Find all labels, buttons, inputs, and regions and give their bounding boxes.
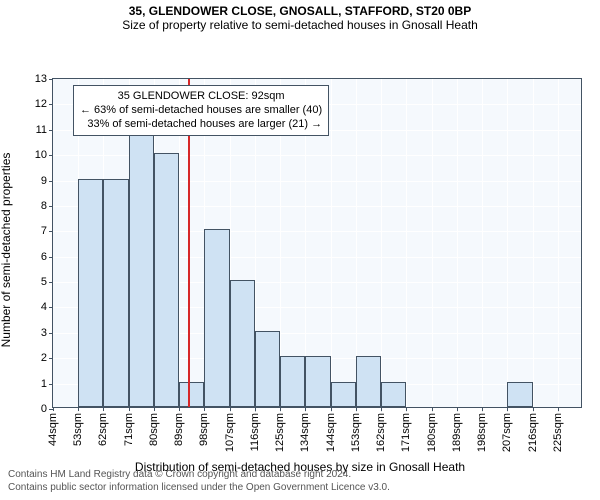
footer-line2: Contains public sector information licen… xyxy=(8,481,390,494)
info-line: 33% of semi-detached houses are larger (… xyxy=(80,118,322,132)
x-tick: 107sqm xyxy=(224,407,236,452)
x-tick: 80sqm xyxy=(148,407,160,446)
gridline-v xyxy=(381,79,382,407)
histogram-bar xyxy=(154,153,179,407)
y-tick: 1 xyxy=(41,378,53,390)
histogram-bar xyxy=(381,382,406,407)
x-tick: 189sqm xyxy=(451,407,463,452)
gridline-v xyxy=(482,79,483,407)
x-tick: 116sqm xyxy=(249,407,261,451)
x-tick: 225sqm xyxy=(552,407,564,452)
y-tick: 9 xyxy=(41,175,53,187)
histogram-bar xyxy=(305,356,330,407)
info-line: 35 GLENDOWER CLOSE: 92sqm xyxy=(80,90,322,104)
y-tick: 8 xyxy=(41,200,53,212)
x-tick: 144sqm xyxy=(325,407,337,452)
y-axis-label: Number of semi-detached properties xyxy=(0,153,13,348)
x-tick: 62sqm xyxy=(97,407,109,446)
gridline-v xyxy=(331,79,332,407)
x-tick: 216sqm xyxy=(527,407,539,452)
page-title-line1: 35, GLENDOWER CLOSE, GNOSALL, STAFFORD, … xyxy=(0,0,600,18)
x-tick: 53sqm xyxy=(72,407,84,446)
y-tick: 5 xyxy=(41,276,53,288)
y-tick: 3 xyxy=(41,327,53,339)
histogram-bar xyxy=(204,229,229,407)
x-tick: 171sqm xyxy=(400,407,412,452)
y-tick: 2 xyxy=(41,352,53,364)
gridline-v xyxy=(406,79,407,407)
histogram-bar xyxy=(230,280,255,407)
histogram-bar xyxy=(255,331,280,407)
y-tick: 7 xyxy=(41,225,53,237)
histogram-bar xyxy=(179,382,204,407)
x-tick: 180sqm xyxy=(426,407,438,452)
gridline-v xyxy=(558,79,559,407)
histogram-bar xyxy=(507,382,532,407)
histogram-bar xyxy=(280,356,305,407)
x-tick: 44sqm xyxy=(47,407,59,446)
chart-area: Number of semi-detached properties 01234… xyxy=(0,36,600,458)
plot-region: 01234567891011121344sqm53sqm62sqm71sqm80… xyxy=(52,78,582,408)
gridline-v xyxy=(533,79,534,407)
footer-attribution: Contains HM Land Registry data © Crown c… xyxy=(8,468,390,494)
y-tick: 11 xyxy=(36,124,53,136)
gridline-v xyxy=(457,79,458,407)
y-tick: 6 xyxy=(41,251,53,263)
y-tick: 4 xyxy=(41,301,53,313)
x-tick: 134sqm xyxy=(299,407,311,452)
histogram-bar xyxy=(331,382,356,407)
x-tick: 207sqm xyxy=(501,407,513,452)
x-tick: 162sqm xyxy=(375,407,387,452)
info-line: ← 63% of semi-detached houses are smalle… xyxy=(80,104,322,118)
y-tick: 13 xyxy=(35,73,53,85)
info-box: 35 GLENDOWER CLOSE: 92sqm← 63% of semi-d… xyxy=(73,85,329,136)
x-tick: 71sqm xyxy=(123,407,135,446)
gridline-v xyxy=(432,79,433,407)
histogram-bar xyxy=(78,179,103,407)
x-tick: 125sqm xyxy=(274,407,286,452)
y-tick: 12 xyxy=(35,98,53,110)
histogram-bar xyxy=(356,356,381,407)
x-tick: 98sqm xyxy=(198,407,210,446)
gridline-v xyxy=(507,79,508,407)
x-tick: 153sqm xyxy=(350,407,362,452)
x-tick: 89sqm xyxy=(173,407,185,446)
histogram-bar xyxy=(103,179,128,407)
page-title-line2: Size of property relative to semi-detach… xyxy=(0,18,600,32)
y-tick: 10 xyxy=(35,149,53,161)
histogram-bar xyxy=(129,128,154,407)
footer-line1: Contains HM Land Registry data © Crown c… xyxy=(8,468,390,481)
x-tick: 198sqm xyxy=(476,407,488,452)
